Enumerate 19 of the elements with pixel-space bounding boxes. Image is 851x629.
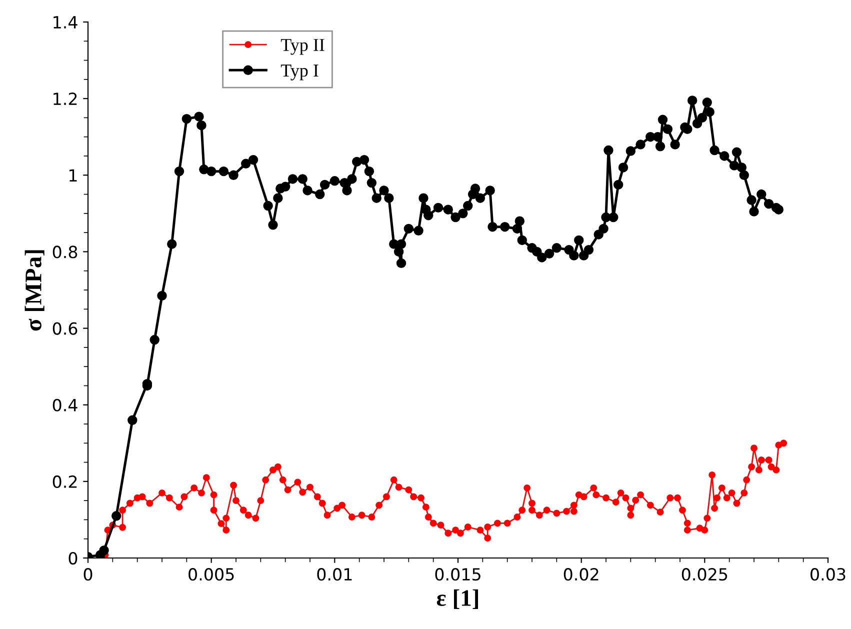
y-tick-label: 0.6 [52,322,78,335]
x-tick-label: 0.02 [564,568,598,581]
y-tick-label: 0.2 [52,475,77,488]
y-tick-label: 0.8 [52,246,78,258]
legend-label: Typ I [280,64,318,80]
y-tick-label: 1 [70,169,77,182]
y-tick-label: 1.4 [54,16,78,28]
x-tick-label: 0 [84,568,92,581]
y-tick-label: 0.4 [52,398,78,412]
x-tick-label: 0.025 [682,568,728,581]
legend-label: Typ II [280,39,324,55]
x-tick-label: 0.01 [317,568,352,581]
y-tick-label: 1.2 [54,92,77,105]
x-tick-label: 0.015 [435,568,480,581]
y-tick-label: 0 [68,552,78,565]
x-tick-label: 0.005 [188,568,234,581]
y-axis-title: σ [MPa] [24,250,44,331]
x-tick-label: 0.03 [810,568,846,581]
x-axis-title: ε [1] [436,589,478,609]
